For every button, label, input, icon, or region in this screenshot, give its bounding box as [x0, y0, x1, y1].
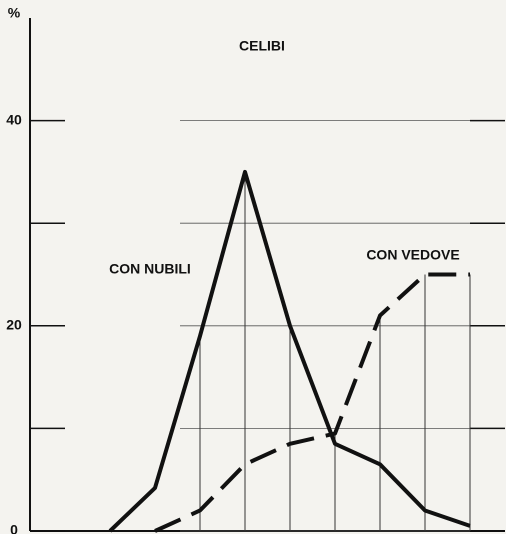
series-label: CON VEDOVE	[366, 247, 459, 263]
series-line	[108, 169, 471, 533]
series-line	[154, 272, 470, 533]
chart-title: CELIBI	[239, 38, 285, 54]
y-axis-label: %	[8, 5, 21, 21]
y-tick-label: 40	[6, 111, 22, 127]
y-tick-label: 20	[6, 317, 22, 333]
series-label: CON NUBILI	[109, 261, 191, 277]
y-tick-label: 0	[10, 522, 18, 534]
